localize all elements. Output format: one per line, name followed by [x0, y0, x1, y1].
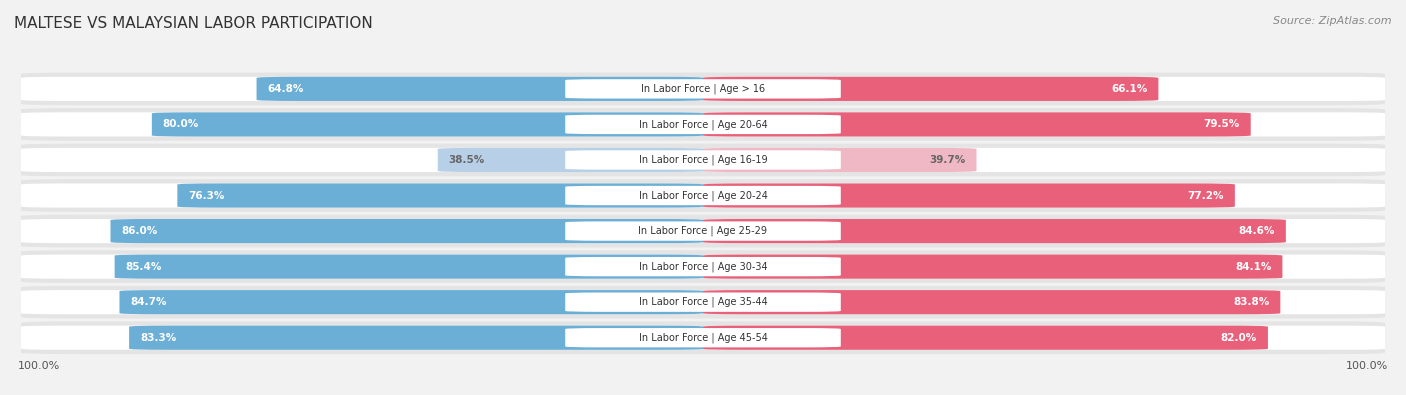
Text: In Labor Force | Age 16-19: In Labor Force | Age 16-19: [638, 155, 768, 165]
FancyBboxPatch shape: [21, 148, 703, 172]
Text: In Labor Force | Age 20-64: In Labor Force | Age 20-64: [638, 119, 768, 130]
Text: 82.0%: 82.0%: [1220, 333, 1257, 343]
Text: 66.1%: 66.1%: [1111, 84, 1147, 94]
FancyBboxPatch shape: [703, 183, 1234, 208]
FancyBboxPatch shape: [703, 148, 1385, 172]
Text: 84.7%: 84.7%: [131, 297, 167, 307]
FancyBboxPatch shape: [115, 254, 703, 279]
FancyBboxPatch shape: [21, 322, 1385, 354]
FancyBboxPatch shape: [703, 112, 1385, 137]
Text: 100.0%: 100.0%: [1346, 361, 1388, 371]
FancyBboxPatch shape: [21, 325, 703, 350]
FancyBboxPatch shape: [703, 77, 1385, 101]
FancyBboxPatch shape: [21, 286, 1385, 318]
FancyBboxPatch shape: [21, 144, 1385, 176]
Text: In Labor Force | Age 25-29: In Labor Force | Age 25-29: [638, 226, 768, 236]
Text: 80.0%: 80.0%: [163, 119, 200, 130]
FancyBboxPatch shape: [565, 150, 841, 169]
FancyBboxPatch shape: [565, 257, 841, 276]
FancyBboxPatch shape: [703, 183, 1385, 208]
FancyBboxPatch shape: [21, 112, 703, 137]
FancyBboxPatch shape: [565, 293, 841, 312]
FancyBboxPatch shape: [703, 112, 1251, 137]
Text: 83.3%: 83.3%: [141, 333, 176, 343]
Text: In Labor Force | Age 20-24: In Labor Force | Age 20-24: [638, 190, 768, 201]
FancyBboxPatch shape: [703, 254, 1385, 279]
FancyBboxPatch shape: [703, 219, 1385, 243]
FancyBboxPatch shape: [437, 148, 703, 172]
Text: Source: ZipAtlas.com: Source: ZipAtlas.com: [1274, 16, 1392, 26]
Text: MALTESE VS MALAYSIAN LABOR PARTICIPATION: MALTESE VS MALAYSIAN LABOR PARTICIPATION: [14, 16, 373, 31]
FancyBboxPatch shape: [111, 219, 703, 243]
FancyBboxPatch shape: [152, 112, 703, 137]
FancyBboxPatch shape: [21, 219, 703, 243]
FancyBboxPatch shape: [565, 79, 841, 98]
FancyBboxPatch shape: [177, 183, 703, 208]
Text: 77.2%: 77.2%: [1187, 190, 1223, 201]
Text: 100.0%: 100.0%: [18, 361, 60, 371]
Text: 84.6%: 84.6%: [1239, 226, 1275, 236]
FancyBboxPatch shape: [21, 179, 1385, 212]
Text: 85.4%: 85.4%: [125, 261, 162, 272]
FancyBboxPatch shape: [565, 115, 841, 134]
FancyBboxPatch shape: [703, 325, 1268, 350]
FancyBboxPatch shape: [21, 290, 703, 314]
FancyBboxPatch shape: [703, 77, 1159, 101]
FancyBboxPatch shape: [256, 77, 703, 101]
Text: 38.5%: 38.5%: [449, 155, 485, 165]
FancyBboxPatch shape: [703, 290, 1281, 314]
FancyBboxPatch shape: [21, 254, 703, 279]
FancyBboxPatch shape: [120, 290, 703, 314]
Text: 86.0%: 86.0%: [121, 226, 157, 236]
FancyBboxPatch shape: [129, 325, 703, 350]
FancyBboxPatch shape: [565, 222, 841, 241]
Text: In Labor Force | Age 35-44: In Labor Force | Age 35-44: [638, 297, 768, 307]
Text: 79.5%: 79.5%: [1204, 119, 1240, 130]
FancyBboxPatch shape: [21, 73, 1385, 105]
Text: 84.1%: 84.1%: [1234, 261, 1271, 272]
FancyBboxPatch shape: [21, 215, 1385, 247]
Text: 76.3%: 76.3%: [188, 190, 225, 201]
FancyBboxPatch shape: [703, 148, 977, 172]
FancyBboxPatch shape: [21, 250, 1385, 283]
FancyBboxPatch shape: [565, 328, 841, 347]
FancyBboxPatch shape: [21, 183, 703, 208]
FancyBboxPatch shape: [703, 325, 1385, 350]
Text: In Labor Force | Age 30-34: In Labor Force | Age 30-34: [638, 261, 768, 272]
FancyBboxPatch shape: [703, 290, 1385, 314]
FancyBboxPatch shape: [703, 219, 1286, 243]
Text: In Labor Force | Age 45-54: In Labor Force | Age 45-54: [638, 333, 768, 343]
Text: In Labor Force | Age > 16: In Labor Force | Age > 16: [641, 84, 765, 94]
FancyBboxPatch shape: [565, 186, 841, 205]
FancyBboxPatch shape: [21, 77, 703, 101]
Text: 39.7%: 39.7%: [929, 155, 966, 165]
Text: 83.8%: 83.8%: [1233, 297, 1270, 307]
FancyBboxPatch shape: [21, 108, 1385, 141]
FancyBboxPatch shape: [703, 254, 1282, 279]
Text: 64.8%: 64.8%: [267, 84, 304, 94]
